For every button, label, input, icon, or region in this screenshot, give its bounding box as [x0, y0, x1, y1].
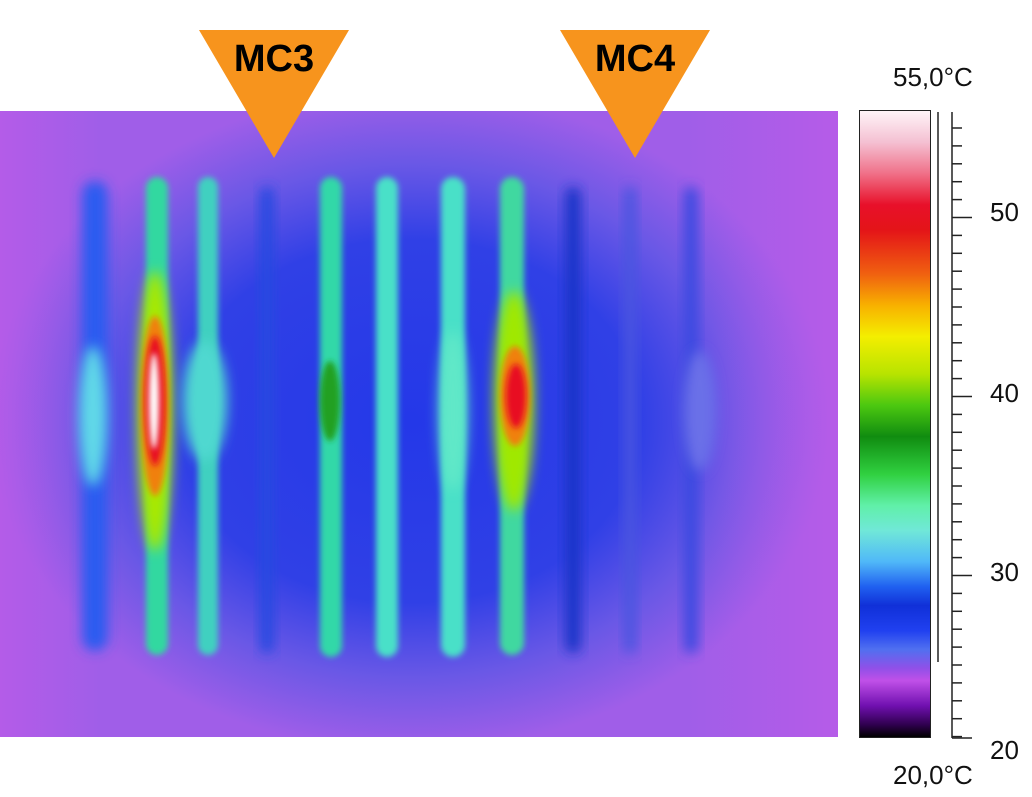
strip-10: [624, 187, 636, 653]
strip-7: [439, 177, 467, 657]
tick-label-50: 50: [990, 197, 1019, 227]
colorbar-min-label: 20,0°C: [893, 760, 973, 790]
temperature-colorbar: [859, 110, 931, 738]
strip-8: [494, 177, 534, 655]
tick-label-40: 40: [990, 378, 1019, 408]
tick-label-20: 20: [990, 735, 1019, 765]
strip-9: [565, 187, 581, 653]
marker-mc4-label: MC4: [594, 38, 676, 80]
strip-2: [137, 177, 173, 655]
strip-1: [79, 181, 108, 651]
marker-mc3-triangle: [199, 30, 349, 158]
marker-mc3: MC3: [199, 30, 349, 160]
strip-3: [183, 177, 227, 655]
colorbar-max-label: 55,0°C: [893, 62, 973, 92]
strip-6: [376, 177, 398, 657]
marker-mc3-label: MC3: [233, 38, 315, 80]
thermal-image: [0, 111, 838, 737]
colorbar-axis: [937, 112, 972, 739]
strip-4: [260, 187, 274, 653]
strip-11: [684, 187, 716, 653]
strip-5: [320, 177, 342, 657]
tick-label-30: 30: [990, 557, 1019, 587]
thermal-hotspots: [79, 177, 716, 657]
marker-mc4: MC4: [560, 30, 710, 160]
marker-mc4-triangle: [560, 30, 710, 158]
